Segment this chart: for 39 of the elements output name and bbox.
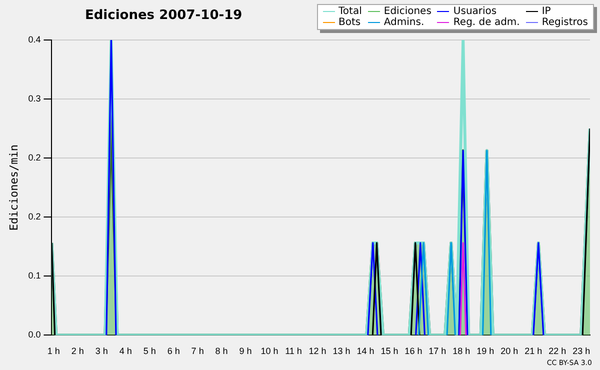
- x-tick-label: 23 h: [572, 346, 590, 356]
- x-tick-label: 10 h: [260, 346, 278, 356]
- x-tick-label: 9 h: [239, 346, 252, 356]
- x-tick-label: 2 h: [71, 346, 84, 356]
- x-tick-label: 18 h: [452, 346, 470, 356]
- legend-label: Bots: [338, 17, 362, 28]
- x-tick-label: 3 h: [95, 346, 108, 356]
- x-tick-label: 17 h: [428, 346, 446, 356]
- y-tick-label: 0.1: [28, 270, 41, 281]
- legend-label: IP: [540, 6, 552, 17]
- x-tick-label: 7 h: [191, 346, 204, 356]
- x-tick-label: 15 h: [380, 346, 398, 356]
- x-tick-label: 6 h: [167, 346, 180, 356]
- x-tick-label: 21 h: [524, 346, 542, 356]
- x-tick-label: 8 h: [215, 346, 228, 356]
- y-tick-label: 0.4: [28, 34, 41, 44]
- legend-label: Usuarios: [452, 6, 498, 17]
- legend-label: Reg. de adm.: [452, 17, 520, 28]
- x-tick-label: 19 h: [476, 346, 494, 356]
- legend-label: Total: [338, 6, 362, 17]
- legend-label: Admins.: [382, 17, 426, 28]
- legend-label: Registros: [540, 17, 588, 28]
- y-tick-label: 0.2: [28, 152, 41, 163]
- x-tick-label: 14 h: [356, 346, 374, 356]
- x-tick-label: 5 h: [143, 346, 156, 356]
- x-tick-label: 4 h: [119, 346, 132, 356]
- y-tick-label: 0.2: [28, 212, 41, 222]
- x-tick-label: 11 h: [285, 346, 302, 356]
- x-tick-label: 1 h: [47, 346, 60, 356]
- x-tick-label: 16 h: [404, 346, 422, 356]
- x-tick-label: 12 h: [308, 346, 326, 356]
- y-tick-label: 0.0: [28, 330, 41, 340]
- legend-label: Ediciones: [382, 6, 432, 17]
- y-axis-title: Ediciones/min: [7, 144, 20, 231]
- y-tick-label: 0.3: [28, 94, 41, 104]
- x-tick-label: 13 h: [332, 346, 350, 356]
- x-tick-label: 20 h: [500, 346, 518, 356]
- chart-title: Ediciones 2007-10-19: [85, 8, 242, 23]
- x-tick-label: 22 h: [548, 346, 566, 356]
